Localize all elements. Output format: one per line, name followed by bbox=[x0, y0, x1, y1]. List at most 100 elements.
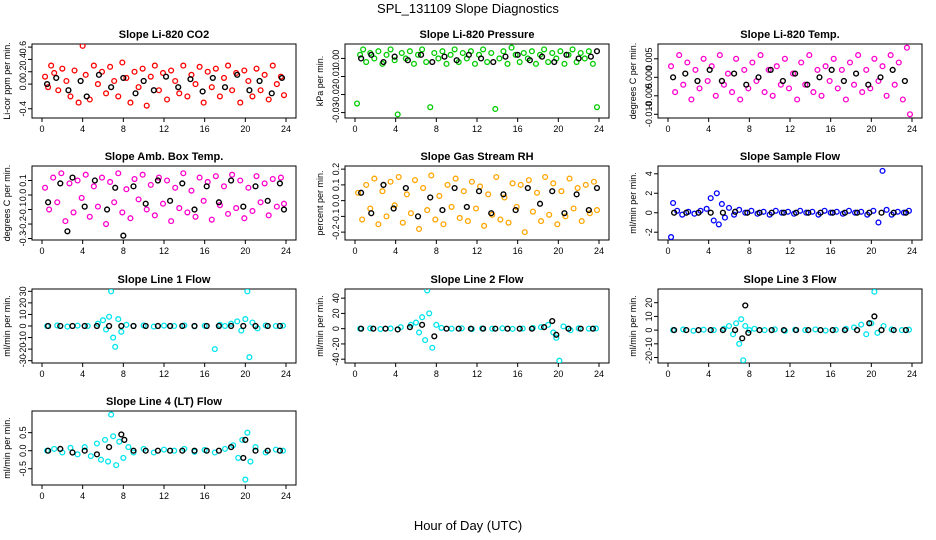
data-point bbox=[354, 189, 362, 196]
data-point bbox=[448, 325, 455, 332]
panel-title: Slope Li-820 Temp. bbox=[740, 29, 839, 41]
data-point bbox=[244, 289, 251, 295]
data-point bbox=[371, 55, 378, 62]
x-tick-label: 12 bbox=[472, 246, 482, 256]
data-point bbox=[108, 289, 115, 295]
data-point bbox=[87, 453, 94, 460]
highlight-point bbox=[276, 322, 284, 330]
data-point bbox=[716, 52, 723, 59]
highlight-point bbox=[561, 210, 568, 217]
data-point bbox=[696, 85, 703, 92]
highlight-point bbox=[739, 335, 746, 342]
plot-frame bbox=[657, 288, 923, 364]
data-point bbox=[501, 194, 508, 201]
data-layer bbox=[41, 170, 288, 239]
data-point bbox=[63, 77, 70, 85]
data-point bbox=[440, 221, 447, 228]
data-point bbox=[208, 84, 215, 91]
data-point bbox=[757, 52, 764, 59]
data-point bbox=[497, 216, 504, 223]
highlight-point bbox=[404, 57, 411, 64]
y-tick-label: 0.0 bbox=[331, 194, 341, 207]
highlight-point bbox=[142, 447, 149, 454]
data-point bbox=[529, 208, 536, 215]
data-point bbox=[74, 451, 81, 458]
data-point bbox=[566, 175, 573, 182]
highlight-point bbox=[191, 206, 198, 213]
highlight-point bbox=[81, 203, 88, 210]
highlight-point bbox=[417, 51, 425, 58]
data-point bbox=[447, 51, 454, 58]
highlight-point bbox=[240, 454, 247, 462]
highlight-point bbox=[538, 53, 546, 60]
x-tick-label: 12 bbox=[472, 124, 482, 134]
data-point bbox=[414, 51, 422, 58]
x-tick-label: 12 bbox=[159, 124, 169, 134]
x-tick-label: 8 bbox=[747, 246, 752, 256]
data-point bbox=[383, 51, 390, 58]
data-point bbox=[375, 221, 382, 228]
highlight-point bbox=[358, 55, 365, 62]
highlight-point bbox=[865, 81, 872, 88]
highlight-point bbox=[828, 66, 835, 74]
data-point bbox=[176, 205, 183, 212]
data-point bbox=[245, 184, 252, 191]
data-point bbox=[265, 96, 272, 103]
y-tick-label: 0.1 bbox=[18, 174, 28, 187]
highlight-point bbox=[167, 197, 174, 204]
data-point bbox=[247, 458, 254, 465]
data-point bbox=[123, 186, 130, 193]
data-point bbox=[554, 221, 561, 228]
data-point bbox=[476, 183, 484, 190]
x-tick-label: 0 bbox=[39, 246, 44, 256]
highlight-point bbox=[69, 174, 76, 181]
data-point bbox=[593, 104, 601, 111]
data-point bbox=[253, 173, 260, 180]
data-point bbox=[460, 188, 467, 195]
panel-title: Slope Line 3 Flow bbox=[744, 274, 837, 286]
data-point bbox=[135, 196, 142, 203]
data-point bbox=[192, 81, 199, 88]
y-tick-label: -0.010 bbox=[644, 102, 654, 128]
data-layer bbox=[668, 167, 912, 240]
data-point bbox=[715, 221, 722, 228]
x-tick-label: 8 bbox=[747, 369, 752, 379]
data-point bbox=[879, 63, 886, 70]
highlight-point bbox=[380, 181, 387, 188]
data-point bbox=[235, 454, 242, 461]
data-point bbox=[891, 81, 898, 88]
x-tick-label: 12 bbox=[159, 369, 169, 379]
x-tick-label: 16 bbox=[200, 246, 210, 256]
data-point bbox=[115, 316, 122, 323]
data-point bbox=[424, 207, 431, 214]
data-point bbox=[740, 357, 747, 363]
data-point bbox=[590, 178, 597, 185]
data-point bbox=[769, 92, 776, 99]
data-point bbox=[143, 206, 150, 213]
highlight-point bbox=[526, 57, 533, 64]
highlight-point bbox=[69, 449, 76, 456]
data-point bbox=[749, 59, 756, 66]
y-axis-label: ml/min per min. bbox=[628, 295, 638, 357]
highlight-point bbox=[77, 77, 84, 85]
data-point bbox=[778, 209, 785, 216]
y-axis-label: ml/min per min. bbox=[315, 295, 325, 357]
highlight-point bbox=[391, 53, 398, 60]
data-point bbox=[272, 322, 279, 330]
highlight-point bbox=[565, 325, 572, 332]
highlight-point bbox=[268, 90, 275, 97]
data-point bbox=[241, 215, 248, 222]
highlight-point bbox=[118, 431, 125, 438]
data-point bbox=[581, 55, 588, 62]
panel-title: Slope Gas Stream RH bbox=[420, 151, 533, 163]
data-point bbox=[508, 44, 515, 51]
x-tick-label: 20 bbox=[240, 369, 250, 379]
data-point bbox=[433, 321, 440, 328]
highlight-point bbox=[203, 322, 210, 330]
data-point bbox=[94, 81, 101, 88]
highlight-point bbox=[105, 322, 113, 330]
highlight-point bbox=[187, 76, 194, 83]
highlight-point bbox=[105, 443, 113, 451]
data-point bbox=[496, 55, 503, 62]
